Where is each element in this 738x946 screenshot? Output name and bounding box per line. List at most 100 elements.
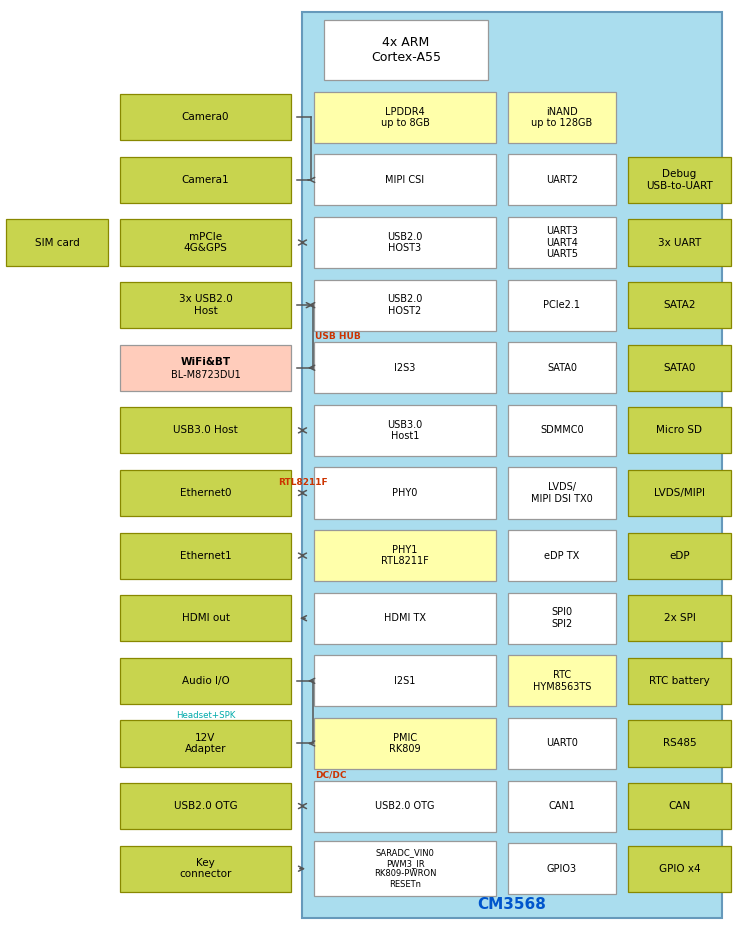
FancyBboxPatch shape (508, 530, 616, 581)
FancyBboxPatch shape (508, 593, 616, 644)
FancyBboxPatch shape (508, 718, 616, 769)
FancyBboxPatch shape (314, 280, 496, 331)
FancyBboxPatch shape (314, 530, 496, 581)
FancyBboxPatch shape (120, 721, 291, 766)
FancyBboxPatch shape (508, 217, 616, 268)
Text: Ethernet1: Ethernet1 (179, 551, 231, 561)
FancyBboxPatch shape (628, 846, 731, 892)
Text: GPIO x4: GPIO x4 (659, 864, 700, 874)
FancyBboxPatch shape (508, 405, 616, 456)
FancyBboxPatch shape (508, 467, 616, 518)
FancyBboxPatch shape (120, 408, 291, 453)
Text: Camera1: Camera1 (182, 175, 230, 184)
FancyBboxPatch shape (6, 219, 108, 266)
Text: 3x USB2.0
Host: 3x USB2.0 Host (179, 294, 232, 316)
FancyBboxPatch shape (314, 656, 496, 707)
FancyBboxPatch shape (314, 780, 496, 832)
Text: LVDS/MIPI: LVDS/MIPI (654, 488, 705, 498)
FancyBboxPatch shape (628, 344, 731, 391)
Text: iNAND
up to 128GB: iNAND up to 128GB (531, 107, 593, 128)
Text: 3x UART: 3x UART (658, 237, 701, 248)
Text: USB3.0
Host1: USB3.0 Host1 (387, 420, 423, 441)
FancyBboxPatch shape (508, 280, 616, 331)
FancyBboxPatch shape (314, 718, 496, 769)
Text: UART2: UART2 (546, 175, 578, 184)
Text: SPI0
SPI2: SPI0 SPI2 (551, 607, 573, 629)
Text: USB2.0 OTG: USB2.0 OTG (173, 801, 238, 811)
Text: I2S3: I2S3 (394, 362, 415, 373)
FancyBboxPatch shape (120, 533, 291, 579)
Text: I2S1: I2S1 (394, 675, 415, 686)
Text: CAN: CAN (669, 801, 691, 811)
FancyBboxPatch shape (120, 344, 291, 391)
Text: eDP: eDP (669, 551, 690, 561)
FancyBboxPatch shape (120, 595, 291, 641)
Text: CAN1: CAN1 (548, 801, 576, 811)
FancyBboxPatch shape (628, 408, 731, 453)
Text: Debug
USB-to-UART: Debug USB-to-UART (646, 169, 713, 191)
FancyBboxPatch shape (314, 217, 496, 268)
FancyBboxPatch shape (508, 92, 616, 143)
Text: USB2.0 OTG: USB2.0 OTG (375, 801, 435, 811)
Text: SATA0: SATA0 (547, 362, 577, 373)
Text: SIM card: SIM card (35, 237, 80, 248)
Text: RTC
HYM8563TS: RTC HYM8563TS (533, 670, 591, 692)
Text: USB HUB: USB HUB (315, 332, 361, 342)
Text: Audio I/O: Audio I/O (182, 675, 230, 686)
FancyBboxPatch shape (314, 92, 496, 143)
FancyBboxPatch shape (508, 780, 616, 832)
Text: Camera0: Camera0 (182, 113, 230, 122)
Text: PCIe2.1: PCIe2.1 (543, 300, 581, 310)
Text: Key
connector: Key connector (179, 858, 232, 880)
FancyBboxPatch shape (314, 405, 496, 456)
Text: WiFi&BT: WiFi&BT (180, 357, 230, 367)
FancyBboxPatch shape (120, 657, 291, 704)
Text: Headset+SPK: Headset+SPK (176, 710, 235, 720)
FancyBboxPatch shape (314, 841, 496, 896)
Text: UART0: UART0 (546, 739, 578, 748)
Text: 12V
Adapter: 12V Adapter (184, 732, 227, 754)
Text: CM3568: CM3568 (477, 897, 546, 912)
FancyBboxPatch shape (628, 783, 731, 829)
Text: HDMI out: HDMI out (182, 613, 230, 623)
FancyBboxPatch shape (302, 12, 722, 918)
FancyBboxPatch shape (120, 783, 291, 829)
Text: BL-M8723DU1: BL-M8723DU1 (170, 370, 241, 379)
FancyBboxPatch shape (120, 219, 291, 266)
FancyBboxPatch shape (628, 657, 731, 704)
FancyBboxPatch shape (628, 533, 731, 579)
Text: SDMMC0: SDMMC0 (540, 426, 584, 435)
FancyBboxPatch shape (628, 595, 731, 641)
FancyBboxPatch shape (120, 846, 291, 892)
Text: mPCIe
4G&GPS: mPCIe 4G&GPS (184, 232, 227, 254)
FancyBboxPatch shape (508, 154, 616, 205)
FancyBboxPatch shape (314, 467, 496, 518)
FancyBboxPatch shape (628, 470, 731, 517)
Text: PHY0: PHY0 (393, 488, 418, 498)
FancyBboxPatch shape (120, 95, 291, 140)
FancyBboxPatch shape (314, 342, 496, 394)
Text: SARADC_VIN0
PWM3_IR
RK809-PWRON
RESETn: SARADC_VIN0 PWM3_IR RK809-PWRON RESETn (373, 849, 436, 889)
Text: USB3.0 Host: USB3.0 Host (173, 426, 238, 435)
Text: GPIO3: GPIO3 (547, 864, 577, 874)
Text: SATA0: SATA0 (663, 362, 696, 373)
FancyBboxPatch shape (324, 20, 488, 80)
FancyBboxPatch shape (314, 593, 496, 644)
Text: RTL8211F: RTL8211F (277, 478, 328, 487)
Text: RS485: RS485 (663, 739, 697, 748)
FancyBboxPatch shape (628, 157, 731, 203)
Text: Micro SD: Micro SD (657, 426, 703, 435)
Text: USB2.0
HOST3: USB2.0 HOST3 (387, 232, 423, 254)
Text: PMIC
RK809: PMIC RK809 (389, 732, 421, 754)
Text: DC/DC: DC/DC (315, 770, 347, 780)
FancyBboxPatch shape (508, 342, 616, 394)
Text: 2x SPI: 2x SPI (663, 613, 695, 623)
Text: USB2.0
HOST2: USB2.0 HOST2 (387, 294, 423, 316)
FancyBboxPatch shape (508, 843, 616, 894)
Text: RTC battery: RTC battery (649, 675, 710, 686)
Text: 4x ARM
Cortex-A55: 4x ARM Cortex-A55 (371, 36, 441, 64)
FancyBboxPatch shape (314, 154, 496, 205)
Text: LVDS/
MIPI DSI TX0: LVDS/ MIPI DSI TX0 (531, 482, 593, 504)
Text: PHY1
RTL8211F: PHY1 RTL8211F (381, 545, 429, 567)
Text: eDP TX: eDP TX (545, 551, 579, 561)
